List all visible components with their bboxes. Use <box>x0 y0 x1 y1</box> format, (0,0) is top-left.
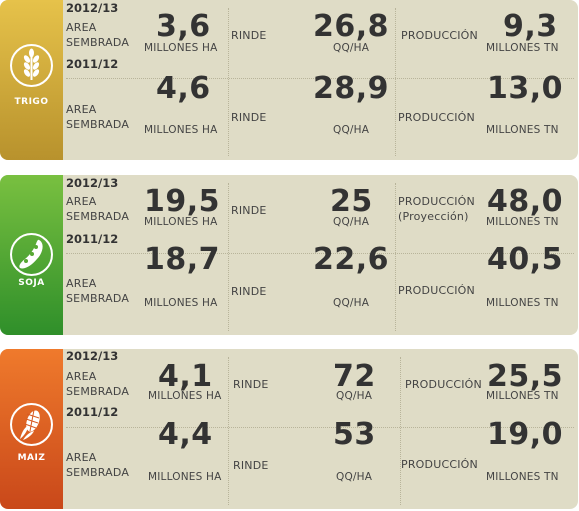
rinde-label: RINDE <box>231 285 267 298</box>
rinde-label: RINDE <box>231 29 267 42</box>
panel-background <box>0 175 578 335</box>
rinde-label: RINDE <box>231 111 267 124</box>
crop-name: SOJA <box>18 278 45 288</box>
panel-background <box>0 349 578 509</box>
area-value: 4,6 <box>156 71 211 106</box>
rinde-unit: QQ/HA <box>333 216 370 228</box>
produccion-unit: MILLONES TN <box>486 471 559 483</box>
area-label: AREA SEMBRADA <box>66 277 130 305</box>
produccion-value: 9,3 <box>503 9 558 44</box>
rinde-value: 72 <box>333 359 376 394</box>
produccion-unit: MILLONES TN <box>486 42 559 54</box>
season-label: 2011/12 <box>66 57 119 71</box>
rinde-value: 22,6 <box>313 242 390 277</box>
rinde-value: 53 <box>333 417 376 452</box>
crop-sidebar: TRIGO <box>0 0 63 160</box>
rinde-unit: QQ/HA <box>333 124 370 136</box>
area-label: AREA SEMBRADA <box>66 21 130 49</box>
panel-content: 2012/13 AREA SEMBRADA 3,6 MILLONES HA RIN… <box>63 0 578 160</box>
panel-trigo: TRIGO 2012/13 AREA SEMBRADA 3,6 MILLONES … <box>0 0 578 160</box>
divider <box>400 357 401 505</box>
area-value: 4,4 <box>158 417 213 452</box>
area-label: AREA SEMBRADA <box>66 370 130 398</box>
crop-name: TRIGO <box>14 97 49 107</box>
divider <box>228 183 229 331</box>
panel-content: 2012/13 AREA SEMBRADA 19,5 MILLONES HA RI… <box>63 175 578 335</box>
produccion-label: PRODUCCIÓN <box>401 458 478 471</box>
produccion-label: PRODUCCIÓN (Proyección) <box>398 195 475 223</box>
produccion-label: PRODUCCIÓN <box>401 29 478 42</box>
soybean-icon <box>10 233 53 276</box>
wheat-icon <box>10 44 53 87</box>
rinde-unit: QQ/HA <box>333 42 370 54</box>
corn-icon <box>10 403 53 446</box>
produccion-label: PRODUCCIÓN <box>398 111 475 124</box>
produccion-value: 13,0 <box>487 71 564 106</box>
rinde-unit: QQ/HA <box>336 471 373 483</box>
divider <box>66 253 574 254</box>
divider <box>66 78 574 79</box>
area-label: AREA SEMBRADA <box>66 103 130 131</box>
area-unit: MILLONES HA <box>144 297 218 309</box>
rinde-unit: QQ/HA <box>336 390 373 402</box>
divider <box>66 427 574 428</box>
produccion-label: PRODUCCIÓN <box>398 284 475 297</box>
produccion-unit: MILLONES TN <box>486 390 559 402</box>
season-label: 2012/13 <box>66 1 119 15</box>
crop-name: MAIZ <box>17 453 46 463</box>
area-value: 19,5 <box>144 184 221 219</box>
produccion-unit: MILLONES TN <box>486 297 559 309</box>
divider <box>395 183 396 331</box>
rinde-unit: QQ/HA <box>333 297 370 309</box>
produccion-value: 40,5 <box>487 242 564 277</box>
area-unit: MILLONES HA <box>144 124 218 136</box>
season-label: 2012/13 <box>66 176 119 190</box>
produccion-value: 19,0 <box>487 417 564 452</box>
area-unit: MILLONES HA <box>144 42 218 54</box>
produccion-value: 25,5 <box>487 359 564 394</box>
panel-background <box>0 0 578 160</box>
divider <box>228 357 229 505</box>
season-label: 2012/13 <box>66 349 119 363</box>
rinde-label: RINDE <box>231 204 267 217</box>
produccion-label: PRODUCCIÓN <box>405 378 482 391</box>
divider <box>395 8 396 156</box>
crop-sidebar: MAIZ <box>0 349 63 509</box>
produccion-unit: MILLONES TN <box>486 124 559 136</box>
divider <box>228 8 229 156</box>
crop-sidebar: SOJA <box>0 175 63 335</box>
area-unit: MILLONES HA <box>148 471 222 483</box>
rinde-value: 26,8 <box>313 9 390 44</box>
panel-maiz: MAIZ 2012/13 AREA SEMBRADA 4,1 MILLONES H… <box>0 349 578 509</box>
rinde-label: RINDE <box>233 378 269 391</box>
area-value: 18,7 <box>144 242 221 277</box>
area-label: AREA SEMBRADA <box>66 451 130 479</box>
rinde-value: 28,9 <box>313 71 390 106</box>
panel-soja: SOJA 2012/13 AREA SEMBRADA 19,5 MILLONES … <box>0 175 578 335</box>
produccion-unit: MILLONES TN <box>486 216 559 228</box>
rinde-label: RINDE <box>233 459 269 472</box>
area-value: 3,6 <box>156 9 211 44</box>
area-unit: MILLONES HA <box>144 216 218 228</box>
rinde-value: 25 <box>330 184 373 219</box>
area-label: AREA SEMBRADA <box>66 195 130 223</box>
area-value: 4,1 <box>158 359 213 394</box>
produccion-value: 48,0 <box>487 184 564 219</box>
panel-content: 2012/13 AREA SEMBRADA 4,1 MILLONES HA RIN… <box>63 349 578 509</box>
season-label: 2011/12 <box>66 232 119 246</box>
area-unit: MILLONES HA <box>148 390 222 402</box>
season-label: 2011/12 <box>66 405 119 419</box>
